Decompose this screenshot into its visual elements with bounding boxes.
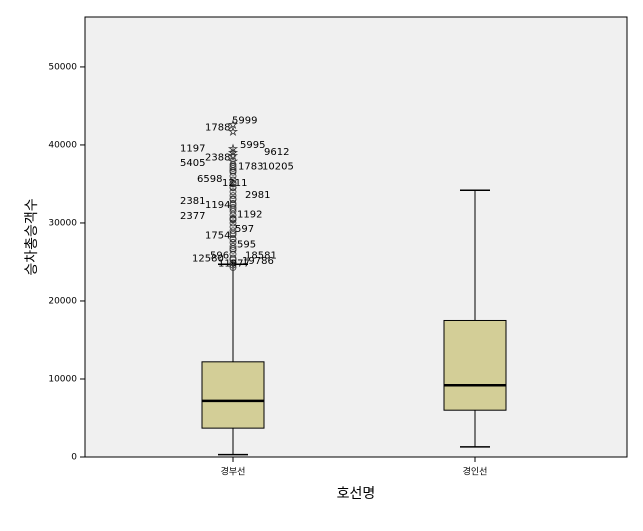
outlier bbox=[229, 188, 237, 196]
outlier bbox=[229, 214, 237, 222]
outlier-label: 1788 bbox=[205, 123, 230, 134]
y-tick-label: 50000 bbox=[48, 62, 77, 72]
outlier-label: 5405 bbox=[180, 158, 205, 169]
outlier-label: 9612 bbox=[264, 147, 289, 158]
outlier-label: 596 bbox=[210, 251, 229, 262]
outlier-label: 19786 bbox=[242, 256, 274, 267]
outlier bbox=[229, 250, 237, 258]
outlier-star bbox=[227, 155, 239, 166]
plot-area bbox=[84, 16, 628, 458]
outlier bbox=[229, 229, 237, 237]
outlier-label: 5999 bbox=[232, 116, 257, 127]
y-tick-label: 30000 bbox=[48, 218, 77, 228]
outlier bbox=[229, 264, 237, 271]
y-tick-label: 40000 bbox=[48, 140, 77, 150]
outlier-label: 1197 bbox=[180, 144, 205, 155]
outlier bbox=[229, 259, 237, 267]
outlier-label: 10205 bbox=[262, 162, 294, 173]
outlier-label: 2377 bbox=[180, 211, 205, 222]
outlier bbox=[229, 219, 237, 227]
outlier-label: 2381 bbox=[180, 196, 205, 207]
outlier bbox=[229, 167, 237, 175]
outlier bbox=[229, 183, 237, 191]
outlier-label: 11977 bbox=[218, 258, 250, 269]
outlier bbox=[229, 176, 237, 184]
y-tick-label: 20000 bbox=[48, 296, 77, 306]
x-tick-label: 경부선 bbox=[221, 466, 246, 478]
outlier-star bbox=[227, 119, 239, 129]
outlier-label: 1192 bbox=[237, 209, 262, 220]
outlier-label: 597 bbox=[235, 224, 254, 235]
outlier bbox=[229, 245, 237, 253]
outlier-label: 12580 bbox=[192, 254, 224, 265]
y-axis-title: 승차총승객수 bbox=[24, 198, 40, 275]
outlier-label: 1754 bbox=[205, 230, 230, 241]
outlier bbox=[229, 163, 237, 171]
y-tick-label: 0 bbox=[71, 453, 77, 463]
outlier-label: 5995 bbox=[240, 140, 265, 151]
x-axis-title: 호선명 bbox=[337, 486, 376, 502]
y-tick-label: 10000 bbox=[48, 374, 77, 384]
outlier bbox=[229, 256, 237, 264]
outlier-label: 6598 bbox=[197, 174, 222, 185]
outlier bbox=[229, 205, 237, 213]
outlier bbox=[229, 179, 237, 187]
outlier bbox=[229, 261, 237, 269]
x-tick-label: 경인선 bbox=[463, 466, 488, 478]
outlier bbox=[229, 242, 237, 250]
outlier bbox=[229, 227, 237, 235]
outlier-label: 595 bbox=[237, 240, 256, 251]
box bbox=[201, 361, 265, 429]
outlier-star bbox=[227, 147, 239, 158]
outlier-label: 18581 bbox=[245, 251, 277, 262]
outlier bbox=[229, 172, 237, 180]
outlier bbox=[229, 192, 237, 200]
outlier-label: 1783 bbox=[238, 162, 263, 173]
outlier-star bbox=[227, 126, 239, 136]
outlier-star bbox=[227, 143, 239, 154]
outlier-label: 2981 bbox=[245, 190, 270, 201]
outlier-label: 2388 bbox=[205, 152, 230, 163]
outlier bbox=[229, 201, 237, 209]
outlier-label: 1194 bbox=[205, 200, 230, 211]
box bbox=[443, 319, 507, 411]
outlier-label: 1211 bbox=[222, 178, 247, 189]
